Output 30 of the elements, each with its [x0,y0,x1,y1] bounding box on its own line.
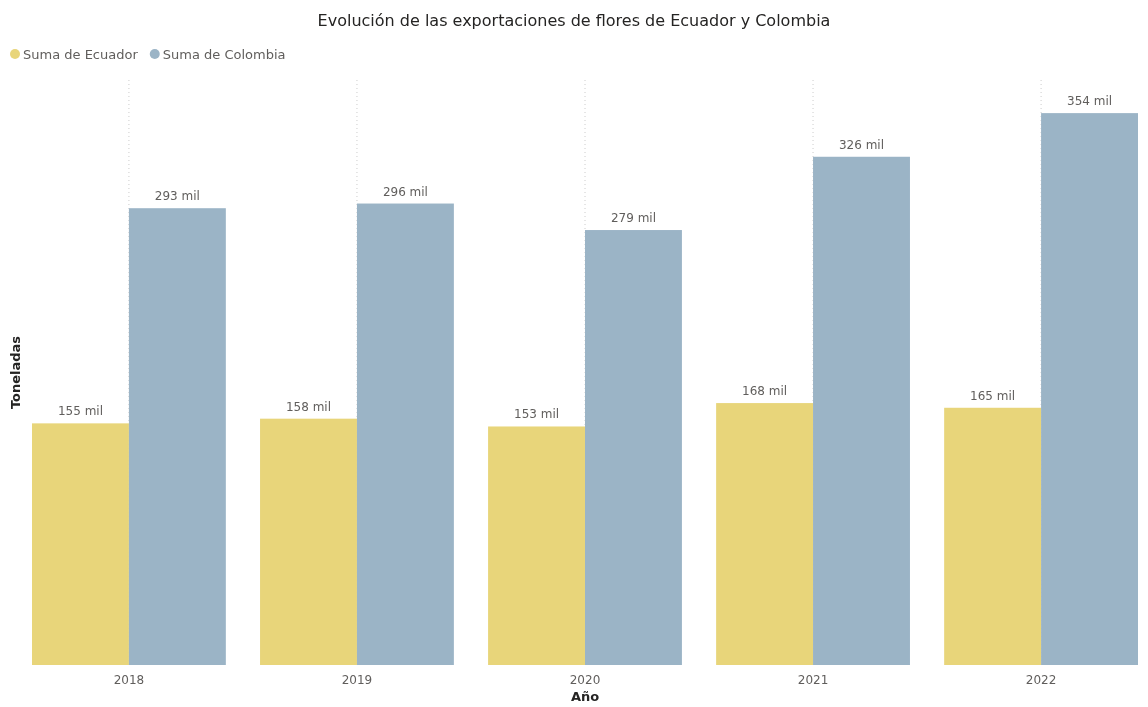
x-axis-title: Año [570,689,600,704]
bar [32,423,129,665]
data-label: 296 mil [382,184,428,199]
bar [716,403,814,665]
x-tick-label: 2018 [113,672,145,687]
data-label: 165 mil [970,388,1016,403]
data-label: 153 mil [514,407,560,422]
bar [585,230,682,665]
bar [1041,113,1138,665]
bar [356,203,454,665]
x-tick-label: 2020 [569,672,601,687]
data-label: 168 mil [742,384,788,399]
x-tick-label: 2019 [341,672,373,687]
y-axis-title: Toneladas [8,335,23,410]
bar [813,156,910,665]
bar [128,208,226,665]
data-label: 354 mil [1067,94,1113,109]
data-label: 155 mil [57,404,103,419]
data-label: 279 mil [610,211,656,226]
bar [944,407,1042,665]
x-tick-label: 2021 [797,672,829,687]
legend-label: Suma de Ecuador [23,46,139,62]
data-label: 293 mil [154,189,200,204]
data-label: 326 mil [838,137,885,152]
legend-label: Suma de Colombia [162,46,286,62]
bar [488,426,585,665]
bar [260,418,357,665]
data-label: 158 mil [285,399,332,414]
chart-title: Evolución de las exportaciones de flores de Ecuador y Colombia [317,11,831,30]
x-tick-label: 2022 [1025,672,1057,687]
